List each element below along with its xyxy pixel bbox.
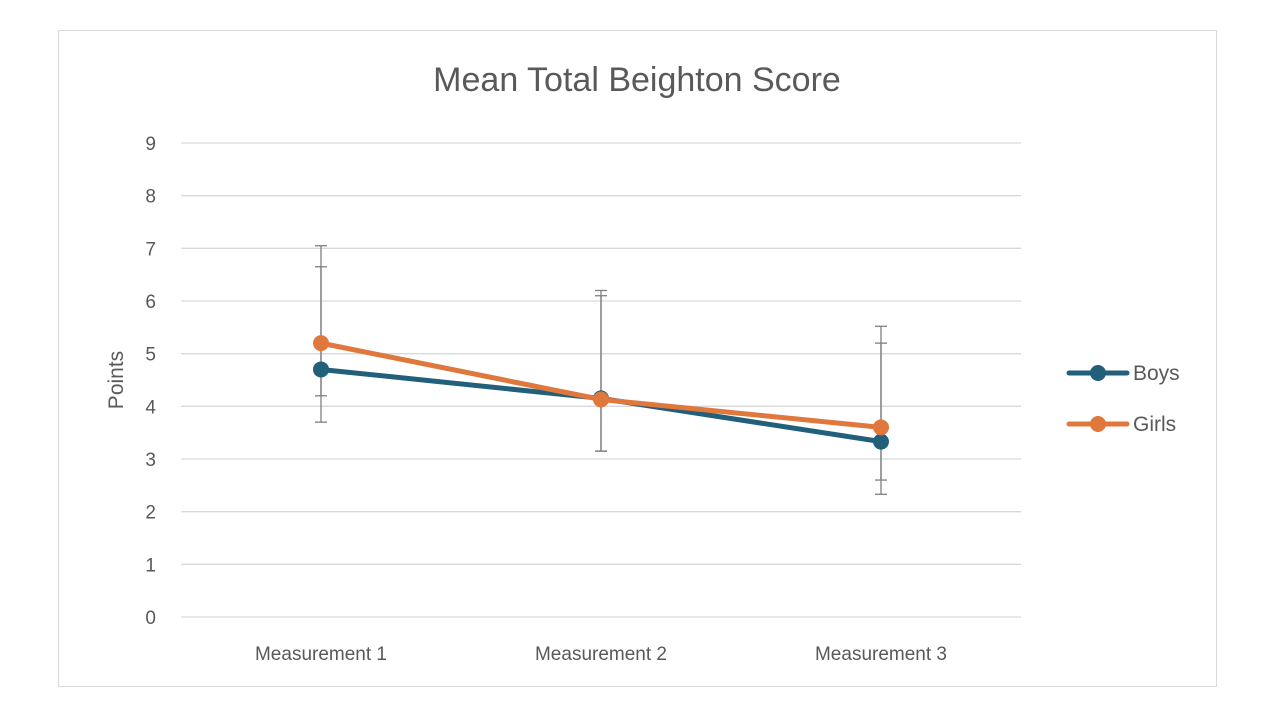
x-axis-ticks: Measurement 1 Measurement 2 Measurement 3 — [255, 644, 947, 665]
chart-title: Mean Total Beighton Score — [433, 61, 841, 99]
chart-frame — [58, 30, 1217, 687]
data-point-boys — [313, 361, 329, 378]
y-axis-label: Points — [105, 351, 128, 409]
data-point-girls — [313, 335, 329, 352]
error-bars — [315, 245, 887, 495]
data-point-girls — [593, 391, 609, 408]
legend-marker-girls — [1090, 416, 1106, 432]
y-tick-label: 5 — [145, 345, 156, 366]
y-tick-label: 7 — [145, 239, 156, 260]
legend-marker-boys — [1090, 365, 1106, 381]
x-tick-label: Measurement 3 — [815, 644, 947, 665]
y-tick-label: 9 — [145, 134, 156, 155]
legend: Boys Girls — [1066, 362, 1180, 436]
y-tick-label: 2 — [145, 503, 156, 524]
y-tick-label: 0 — [145, 608, 156, 629]
data-point-boys — [873, 433, 889, 450]
legend-label-boys: Boys — [1133, 362, 1180, 385]
legend-label-girls: Girls — [1133, 413, 1176, 436]
y-tick-label: 3 — [145, 450, 156, 471]
data-point-girls — [873, 419, 889, 436]
y-tick-label: 1 — [145, 555, 156, 576]
y-tick-label: 6 — [145, 292, 156, 313]
y-axis-ticks: 0 1 2 3 4 5 6 7 8 9 — [145, 134, 156, 629]
x-tick-label: Measurement 2 — [535, 644, 667, 665]
y-tick-label: 4 — [145, 397, 156, 418]
x-tick-label: Measurement 1 — [255, 644, 387, 665]
y-tick-label: 8 — [145, 187, 156, 208]
series — [313, 335, 889, 450]
